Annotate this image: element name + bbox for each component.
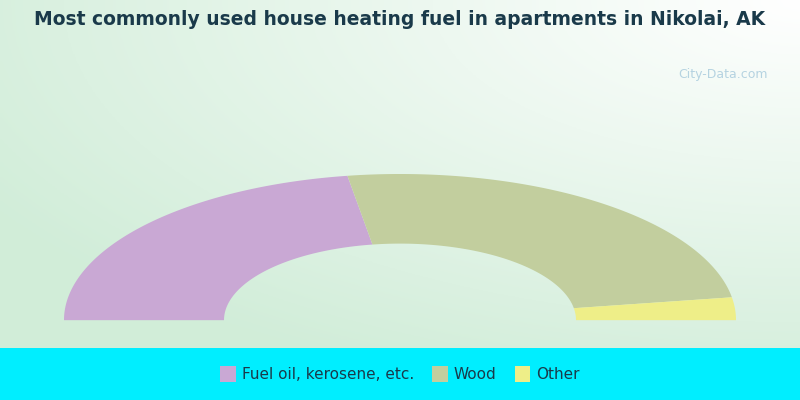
Text: City-Data.com: City-Data.com xyxy=(678,68,768,81)
Polygon shape xyxy=(574,297,736,320)
Legend: Fuel oil, kerosene, etc., Wood, Other: Fuel oil, kerosene, etc., Wood, Other xyxy=(214,360,586,388)
Polygon shape xyxy=(64,176,373,320)
Text: Most commonly used house heating fuel in apartments in Nikolai, AK: Most commonly used house heating fuel in… xyxy=(34,10,766,29)
Polygon shape xyxy=(347,174,732,308)
